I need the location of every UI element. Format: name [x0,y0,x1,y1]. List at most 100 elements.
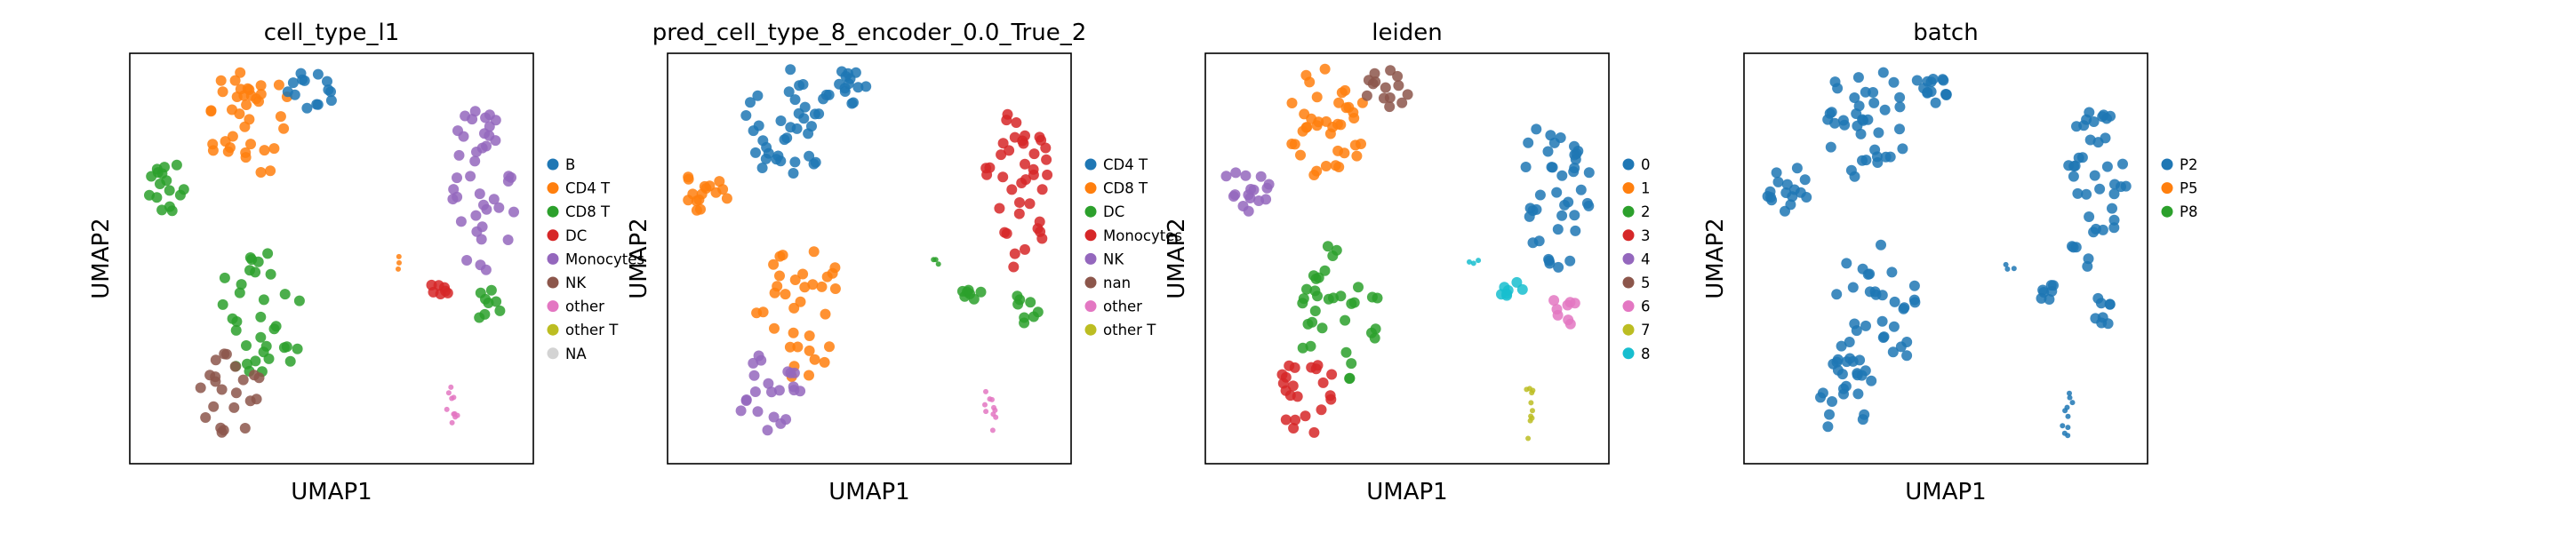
scatter-point [1583,167,1595,179]
scatter-point [2104,298,2116,310]
scatter-point [804,150,815,162]
scatter-point [2094,183,2106,195]
scatter-point [250,266,261,278]
scatter-points [144,67,519,438]
scatter-point [282,86,293,98]
scatter-point [1852,120,1863,131]
scatter-point [1918,83,1930,94]
scatter-point [982,402,988,408]
scatter-point [1855,128,1867,139]
scatter-point [1302,318,1314,330]
scatter-point [753,350,764,362]
scatter-point [396,253,402,259]
legend-marker [547,347,559,360]
scatter-point [788,327,799,338]
scatter-point [1036,184,1048,195]
scatter-point [502,176,514,187]
scatter-point [1032,223,1044,235]
scatter-point [740,110,752,121]
legend-marker [1622,229,1635,242]
scatter-point [799,101,811,113]
legend-marker [1084,229,1097,242]
scatter-point [215,75,227,86]
scatter-point [1260,194,1272,205]
scatter-point [1361,90,1372,101]
scatter-point [1866,375,1877,386]
scatter-points [1220,63,1595,442]
scatter-point [1911,75,1923,86]
scatter-point [293,295,305,306]
scatter-point [1526,386,1532,392]
legend-label: 5 [1641,274,1651,291]
legend: 0 1 2 3 4 5 6 7 8 [1622,156,1651,362]
scatter-point [808,246,820,258]
scatter-point [780,414,792,426]
scatter-point [2069,400,2076,406]
scatter-point [229,361,241,372]
scatter-point [1887,346,1899,358]
legend-label: 0 [1641,156,1651,173]
umap-panel-2: pred_cell_type_8_encoder_0.0_True_2 UMAP1… [626,20,1182,505]
legend-marker [1084,323,1097,336]
scatter-point [932,257,939,263]
scatter-point [219,272,230,283]
legend-marker [547,276,559,289]
scatter-point [1324,390,1336,402]
scatter-point [478,199,489,211]
scatter-point [1339,147,1350,159]
scatter-point [804,370,814,381]
scatter-point [2011,266,2017,272]
scatter-point [1346,358,1357,370]
scatter-point [1333,97,1345,108]
scatter-point [756,163,768,173]
scatter-point [1879,104,1891,115]
scatter-point [2084,134,2096,146]
scatter-point [1886,266,1898,278]
scatter-point [1844,353,1856,364]
scatter-point [255,167,267,178]
scatter-point [255,311,267,322]
scatter-point [1016,178,1028,188]
scatter-point [237,374,249,386]
scatter-point [1300,69,1312,81]
scatter-point [2072,187,2084,199]
scatter-point [804,345,815,356]
scatter-point [218,425,229,436]
scatter-point [1340,346,1352,358]
scatter-point [1888,76,1900,88]
scatter-point [1925,76,1937,88]
scatter-point [1937,74,1948,85]
scatter-point [750,147,761,158]
scatter-point [2107,203,2117,214]
scatter-point [1553,261,1564,273]
scatter-point [839,83,851,94]
scatter-point [1319,265,1331,276]
scatter-point [1378,92,1389,104]
scatter-point [1852,72,1864,84]
scatter-point [1766,195,1778,206]
scatter-point [1004,145,1015,156]
legend-marker [2161,158,2173,171]
legend-marker [547,323,559,336]
scatter-point [1897,143,1908,155]
legend-label: 8 [1641,346,1651,362]
scatter-point [751,307,763,319]
scatter-point [236,279,247,290]
scatter-point [2065,425,2071,431]
legend-marker [1622,205,1635,218]
scatter-point [749,386,761,397]
y-axis-label: UMAP2 [88,218,115,298]
scatter-point [245,139,256,150]
scatter-point [493,202,505,213]
scatter-point [1240,170,1252,181]
scatter-point [1025,297,1036,308]
scatter-point [2067,394,2073,401]
scatter-point [809,108,820,120]
scatter-point [470,210,482,221]
legend-label: 7 [1641,322,1651,338]
scatter-point [2069,160,2081,171]
scatter-point [780,289,791,300]
scatter-point [766,386,777,398]
scatter-point [784,341,796,353]
